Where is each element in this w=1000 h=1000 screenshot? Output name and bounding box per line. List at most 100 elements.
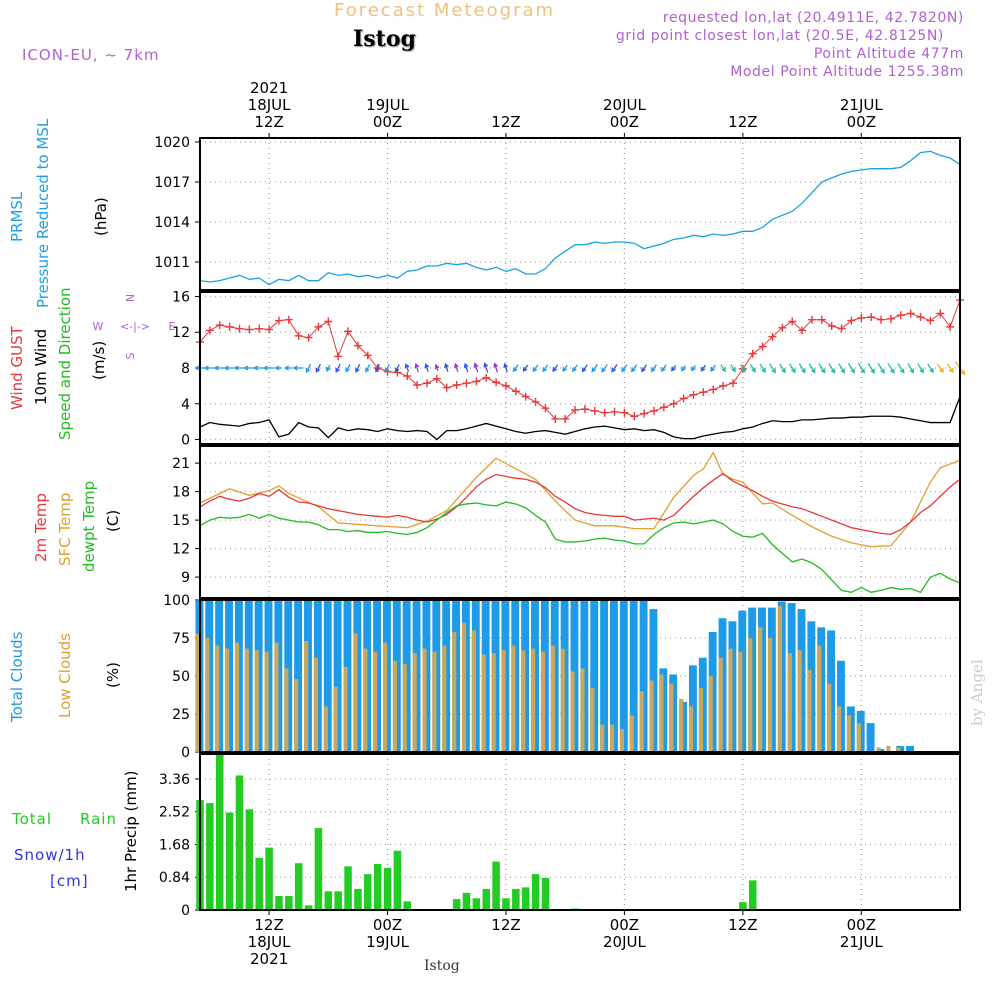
wind-direction-arrow — [365, 364, 371, 373]
precip-total-label: Total — [12, 810, 53, 828]
low-cloud-bar — [234, 642, 240, 752]
wind-direction-arrow — [710, 364, 716, 373]
ytick-label-wind: 12 — [172, 325, 190, 341]
wind-direction-arrow — [936, 363, 944, 374]
wind-direction-arrow — [907, 363, 915, 374]
top-date-label: 19JUL — [366, 96, 409, 114]
low-cloud-bar — [392, 660, 398, 752]
bottom-hour-label: 00Z — [610, 916, 639, 934]
gust-point — [896, 311, 905, 320]
gust-point — [413, 380, 422, 389]
wind-direction-arrow — [292, 365, 304, 371]
low-cloud-bar — [264, 651, 269, 752]
low-cloud-bar — [827, 683, 832, 752]
rain-bar — [482, 888, 490, 910]
panel-frame-wind — [199, 291, 961, 445]
bottom-hour-label: 00Z — [373, 916, 402, 934]
dewpt-series-line — [199, 501, 961, 594]
compass-center: <-|-> — [120, 320, 150, 333]
wind-direction-arrow — [818, 363, 826, 374]
wind-direction-arrow — [233, 365, 244, 371]
gust-point — [798, 326, 807, 335]
rain-bar — [492, 861, 500, 910]
top-date-label: 18JUL — [248, 96, 291, 114]
wind-direction-arrow — [473, 362, 479, 373]
low-cloud-bar — [294, 679, 299, 752]
snow-label: Snow/1h — [14, 846, 86, 864]
gust-point — [867, 313, 876, 322]
panel-frame-pressure — [199, 137, 961, 291]
gust-point — [916, 313, 925, 322]
low-cloud-bar — [580, 668, 585, 752]
ytick-label-temp: 12 — [172, 542, 190, 558]
rain-bar — [512, 888, 520, 910]
ytick-label-pressure: 1011 — [154, 255, 190, 271]
low-cloud-bar — [610, 724, 615, 752]
low-cloud-bar — [382, 642, 388, 752]
low-cloud-bar — [718, 657, 723, 752]
ytick-label-wind: 4 — [181, 397, 190, 413]
low-cloud-bar — [896, 747, 901, 752]
low-cloud-bar — [758, 627, 763, 752]
wind-direction-arrow — [326, 364, 331, 373]
wind-direction-arrow — [877, 362, 885, 374]
low-cloud-bar — [708, 676, 713, 752]
gust-point — [274, 316, 283, 325]
wind-direction-arrow — [671, 364, 677, 372]
wind-direction-arrow — [828, 363, 836, 374]
gust-point — [817, 315, 826, 324]
wind-direction-arrow — [591, 364, 598, 373]
wind-direction-arrow — [522, 364, 529, 373]
wind-direction-arrow — [503, 362, 509, 373]
wind-direction-arrow — [394, 364, 400, 373]
gust-point — [235, 324, 244, 333]
low-cloud-bar — [550, 645, 555, 752]
wind-direction-arrow — [740, 364, 746, 373]
wind-direction-arrow — [493, 362, 499, 373]
gust-point — [778, 323, 787, 332]
low-cloud-bar — [471, 630, 476, 752]
gust-point — [590, 406, 599, 415]
gust-point — [265, 325, 274, 334]
wind-direction-arrow — [414, 362, 420, 373]
low-cloud-bar — [807, 669, 812, 752]
bottom-hour-label: 12Z — [728, 916, 757, 934]
wind-direction-arrow — [779, 363, 786, 374]
low-cloud-bar — [560, 648, 565, 752]
gust-point — [501, 381, 510, 390]
gust-point — [669, 399, 678, 408]
total-cloud-bar — [906, 745, 915, 752]
wind-direction-arrow — [571, 364, 578, 373]
low-cloud-bar — [876, 747, 881, 752]
low-cloud-bar — [521, 650, 526, 752]
low-cloud-bar — [452, 631, 457, 752]
ytick-label-pressure: 1017 — [154, 175, 190, 191]
rain-bar — [235, 775, 244, 910]
wind-direction-arrow — [243, 365, 255, 371]
low-cloud-bar — [669, 683, 674, 752]
wind-direction-arrow — [404, 363, 410, 372]
rain-bar — [502, 898, 510, 910]
low-cloud-bar — [540, 651, 546, 752]
wind-direction-arrow — [867, 362, 875, 374]
wind-direction-arrow — [887, 362, 895, 374]
top-hour-label: 12Z — [491, 113, 520, 131]
gust-point — [225, 322, 234, 331]
low-cloud-bar — [619, 729, 625, 752]
low-cloud-bar — [205, 638, 210, 752]
low-cloud-bar — [777, 606, 782, 752]
ytick-label-clouds: 75 — [172, 631, 190, 647]
requested-coords: requested lon,lat (20.4911E, 42.7820N) — [662, 10, 964, 26]
wind-direction-arrow — [611, 364, 618, 373]
bottom-year-label: 2021 — [250, 950, 288, 968]
total-cloud-bar — [866, 723, 875, 752]
ytick-label-wind: 8 — [181, 361, 190, 377]
ytick-label-temp: 21 — [172, 456, 190, 472]
total-cloud-bar — [639, 600, 648, 752]
top-hour-label: 00Z — [610, 113, 639, 131]
wind10m-series-line — [199, 396, 961, 441]
wind-direction-arrow — [562, 364, 568, 373]
pressure-series-line — [199, 150, 961, 286]
gust-point — [699, 388, 708, 397]
wind-direction-arrow — [650, 364, 657, 373]
